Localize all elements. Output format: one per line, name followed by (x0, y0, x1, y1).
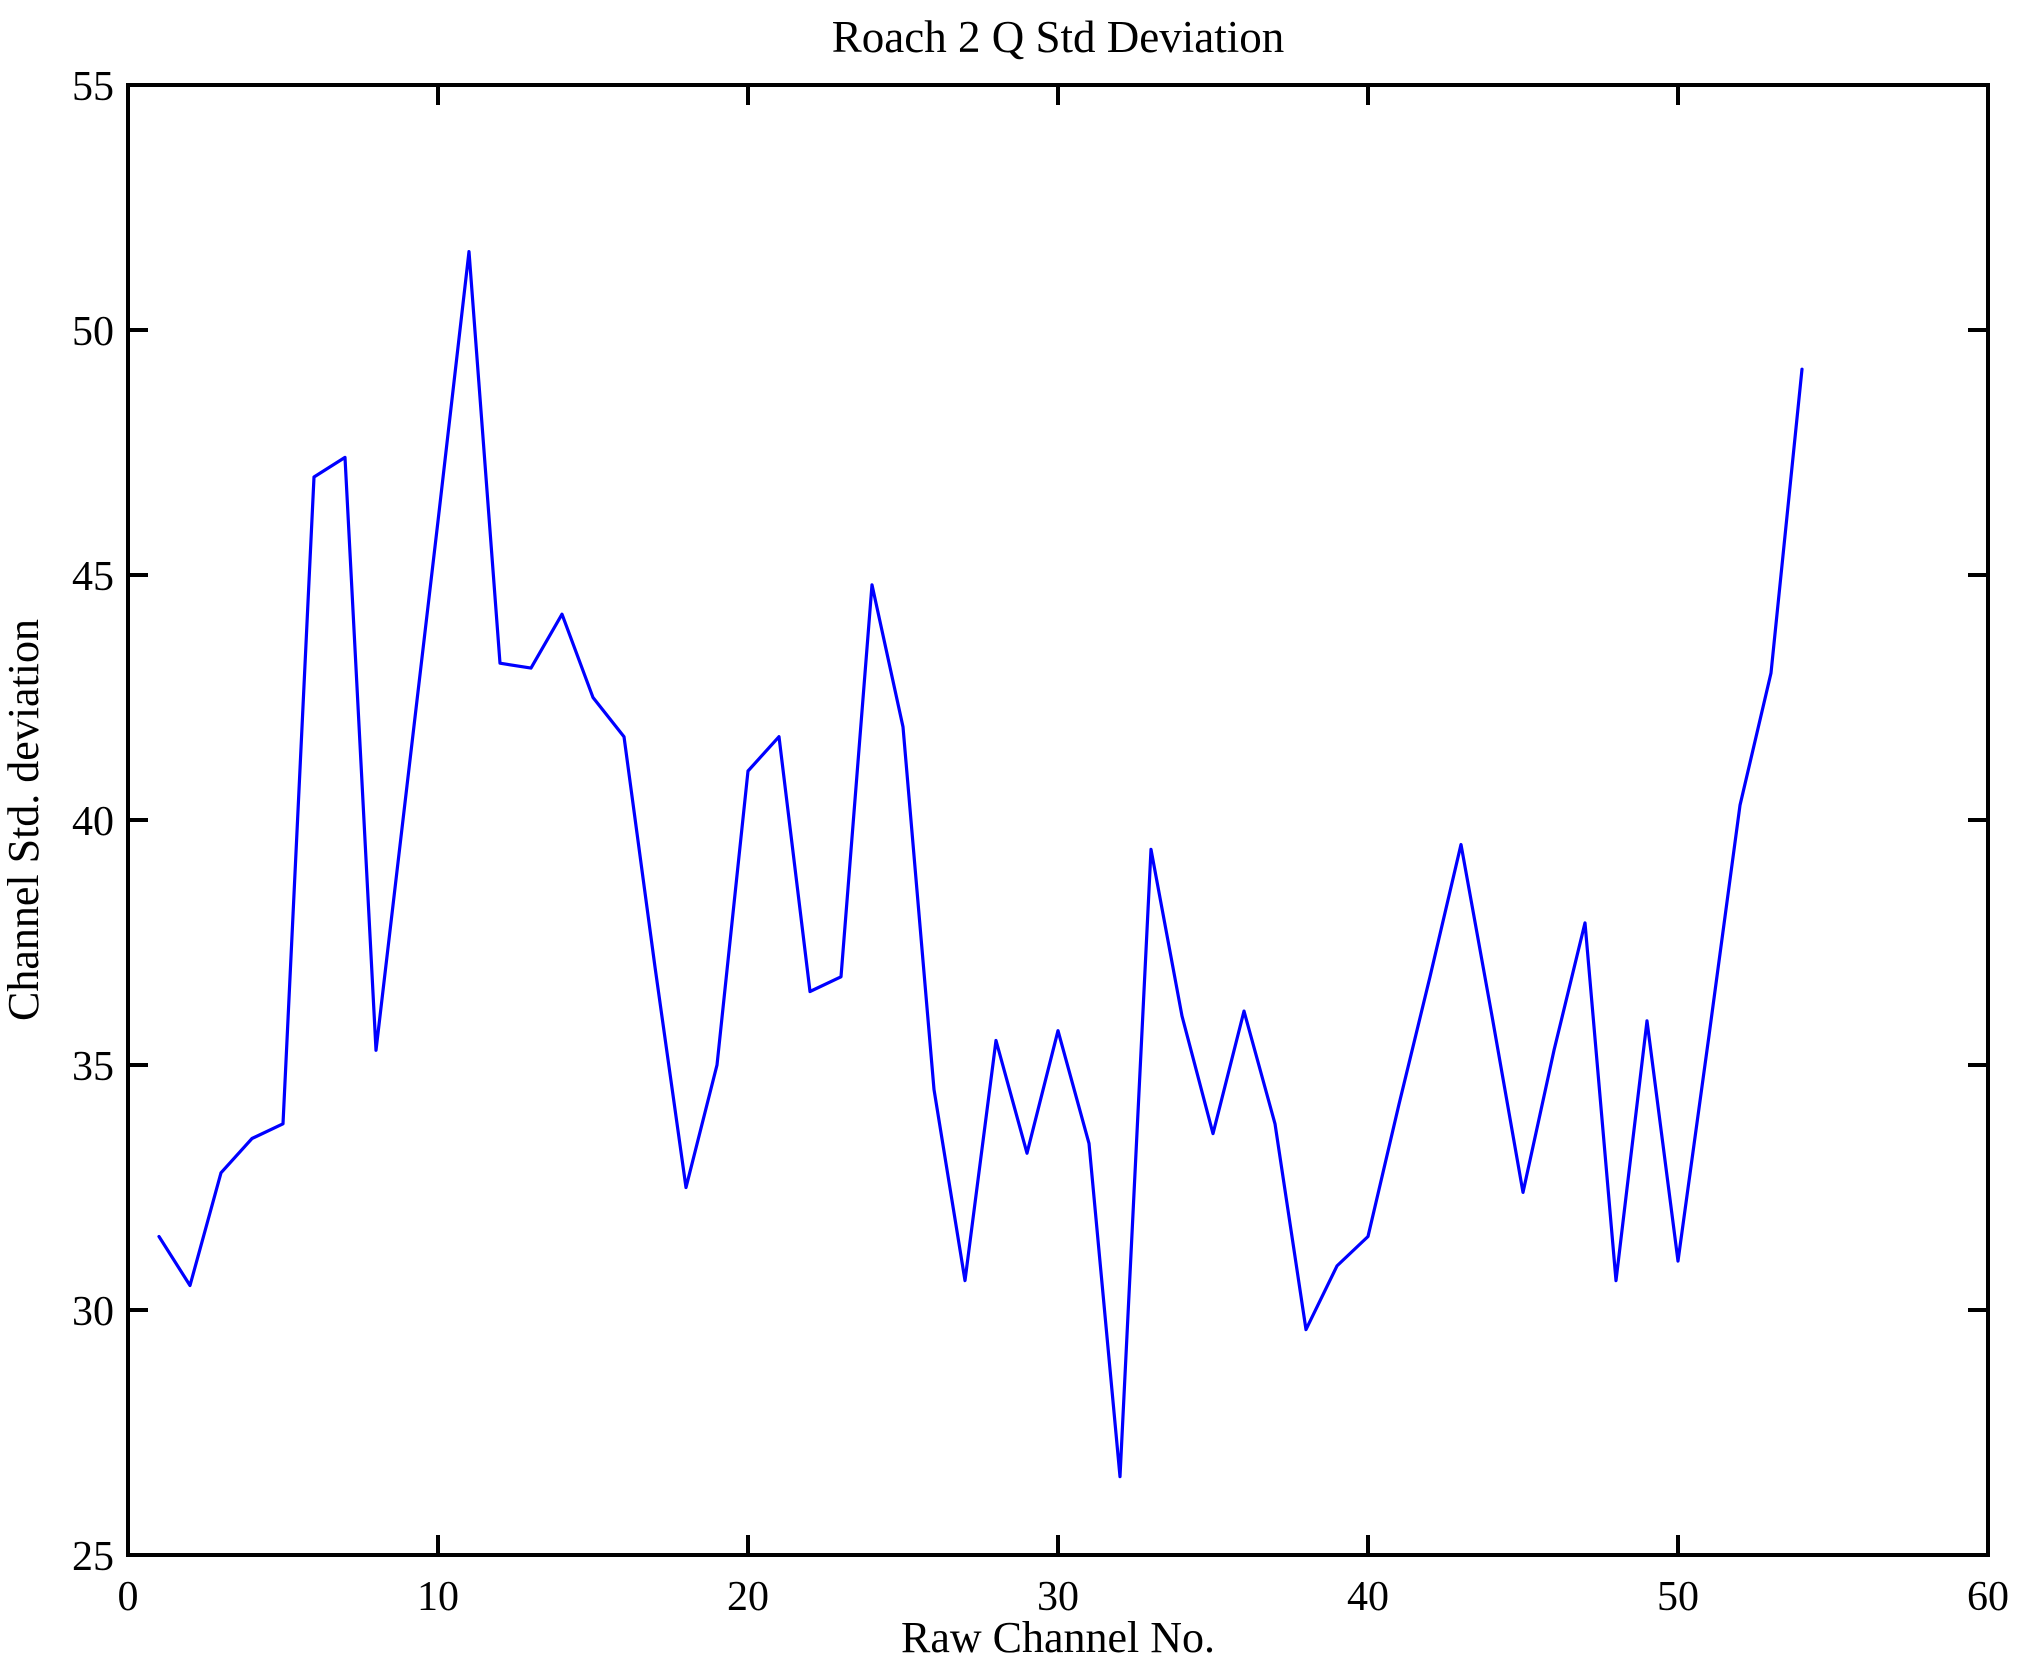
x-tick-label: 40 (1347, 1574, 1389, 1620)
y-tick-label: 50 (72, 309, 114, 355)
y-tick-label: 55 (72, 64, 114, 110)
x-tick-label: 0 (118, 1574, 139, 1620)
chart-title: Roach 2 Q Std Deviation (832, 12, 1284, 62)
axis-ticks (126, 83, 1990, 1557)
y-tick-label: 25 (72, 1534, 114, 1580)
y-tick-label: 45 (72, 554, 114, 600)
x-tick-label: 20 (727, 1574, 769, 1620)
y-tick-label: 30 (72, 1289, 114, 1335)
plot-border (126, 83, 1990, 1557)
data-series-line (157, 250, 1804, 1479)
x-tick-label: 30 (1037, 1574, 1079, 1620)
y-axis-label: Channel Std. deviation (0, 619, 48, 1021)
x-tick-label: 50 (1657, 1574, 1699, 1620)
y-tick-label: 40 (72, 799, 114, 845)
x-tick-label: 60 (1967, 1574, 2009, 1620)
x-tick-label: 10 (417, 1574, 459, 1620)
x-tick-labels: 0 10 20 30 40 50 60 (118, 1574, 2010, 1620)
y-tick-labels: 25 30 35 40 45 50 55 (72, 64, 114, 1580)
x-axis-label: Raw Channel No. (901, 1613, 1215, 1662)
y-tick-label: 35 (72, 1044, 114, 1090)
